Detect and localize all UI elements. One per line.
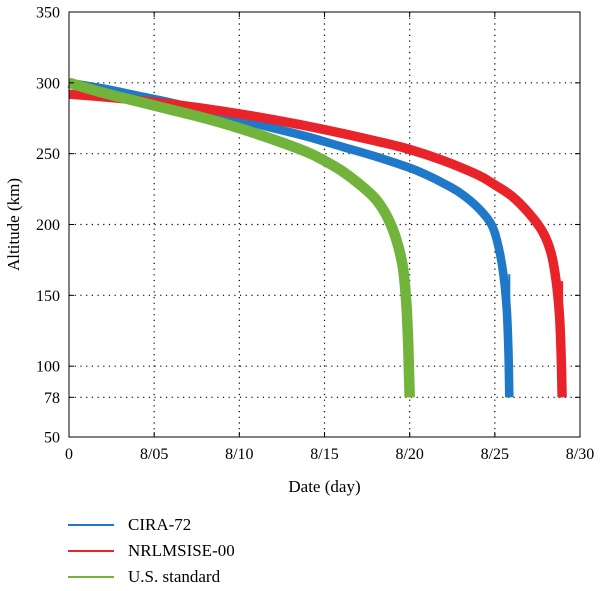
legend-label-us-standard: U.S. standard: [128, 567, 221, 586]
x-tick-label: 8/10: [225, 446, 253, 463]
x-tick-label: 8/30: [566, 446, 594, 463]
y-tick-label: 200: [36, 217, 60, 234]
chart-svg: 0 8/05 8/10 8/15 8/20 8/25 8/30 50 78 100 150 200 2…: [4, 5, 594, 497]
y-tick-label: 250: [36, 146, 60, 163]
series-group: [67, 77, 567, 398]
y-tick-label: 100: [36, 359, 60, 376]
x-tick-labels: 0 8/05 8/10 8/15 8/20 8/25 8/30: [65, 446, 594, 463]
series-line-2: [67, 77, 415, 398]
y-tick-label: 150: [36, 288, 60, 305]
x-tick-label: 0: [65, 446, 73, 463]
legend: CIRA-72 NRLMSISE-00 U.S. standard: [68, 512, 235, 590]
x-tick-label: 8/20: [395, 446, 423, 463]
legend-swatch-nrlmsise: [68, 550, 114, 552]
tick-marks: [68, 11, 581, 438]
legend-swatch-cira: [68, 524, 114, 526]
y-tick-label: 50: [44, 430, 60, 447]
legend-swatch-us-standard: [68, 576, 114, 578]
grid-lines: [69, 12, 580, 437]
x-axis-title: Date (day): [288, 477, 360, 496]
x-tick-label: 8/25: [481, 446, 509, 463]
x-tick-label: 8/05: [140, 446, 168, 463]
legend-label-cira: CIRA-72: [128, 515, 192, 534]
series-line-1: [68, 89, 567, 398]
y-tick-labels: 50 78 100 150 200 250 300 350: [36, 5, 60, 447]
y-tick-label: 350: [36, 5, 60, 22]
legend-item-nrlmsise: NRLMSISE-00: [68, 538, 235, 564]
series-line-0: [68, 78, 514, 398]
y-tick-label: 78: [44, 390, 60, 407]
legend-label-nrlmsise: NRLMSISE-00: [128, 541, 235, 560]
legend-item-cira: CIRA-72: [68, 512, 235, 538]
y-axis-title: Altitude (km): [4, 178, 23, 271]
legend-item-us-standard: U.S. standard: [68, 564, 235, 590]
x-tick-label: 8/15: [310, 446, 338, 463]
y-tick-label: 300: [36, 75, 60, 92]
